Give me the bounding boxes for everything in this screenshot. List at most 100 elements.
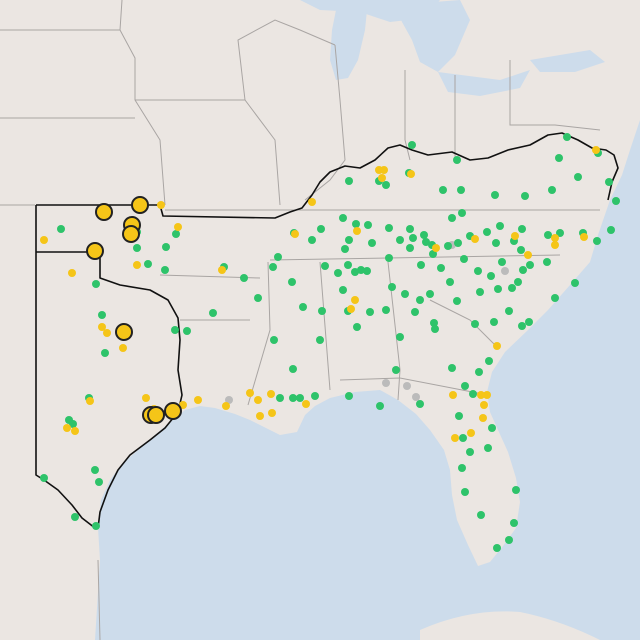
normal-site-marker[interactable] [240, 274, 248, 282]
normal-site-marker[interactable] [429, 250, 437, 258]
normal-site-marker[interactable] [493, 544, 501, 552]
normal-site-marker[interactable] [401, 290, 409, 298]
elevated-site-marker[interactable] [63, 424, 71, 432]
elevated-site-marker[interactable] [471, 235, 479, 243]
normal-site-marker[interactable] [521, 192, 529, 200]
normal-site-marker[interactable] [492, 239, 500, 247]
normal-site-marker[interactable] [543, 258, 551, 266]
normal-site-marker[interactable] [439, 186, 447, 194]
elevated-site-marker[interactable] [467, 429, 475, 437]
normal-site-marker[interactable] [460, 255, 468, 263]
normal-site-marker[interactable] [453, 297, 461, 305]
normal-site-marker[interactable] [344, 261, 352, 269]
normal-site-marker[interactable] [317, 225, 325, 233]
normal-site-marker[interactable] [555, 154, 563, 162]
normal-site-marker[interactable] [571, 279, 579, 287]
elevated-site-marker[interactable] [592, 146, 600, 154]
offline-site-marker[interactable] [382, 379, 390, 387]
elevated-site-marker[interactable] [256, 412, 264, 420]
normal-site-marker[interactable] [574, 173, 582, 181]
normal-site-marker[interactable] [474, 267, 482, 275]
elevated-site-marker[interactable] [493, 342, 501, 350]
normal-site-marker[interactable] [512, 486, 520, 494]
elevated-site-marker[interactable] [103, 329, 111, 337]
elevated-site-marker[interactable] [524, 251, 532, 259]
normal-site-marker[interactable] [289, 365, 297, 373]
normal-site-marker[interactable] [518, 322, 526, 330]
elevated-site-marker[interactable] [551, 241, 559, 249]
normal-site-marker[interactable] [408, 141, 416, 149]
normal-site-marker[interactable] [345, 236, 353, 244]
elevated-site-marker[interactable] [157, 201, 165, 209]
normal-site-marker[interactable] [321, 262, 329, 270]
normal-site-marker[interactable] [353, 323, 361, 331]
normal-site-marker[interactable] [71, 513, 79, 521]
normal-site-marker[interactable] [339, 286, 347, 294]
normal-site-marker[interactable] [510, 519, 518, 527]
normal-site-marker[interactable] [364, 221, 372, 229]
normal-site-marker[interactable] [519, 266, 527, 274]
normal-site-marker[interactable] [525, 318, 533, 326]
elevated-site-marker[interactable] [194, 396, 202, 404]
normal-site-marker[interactable] [316, 336, 324, 344]
normal-site-marker[interactable] [607, 226, 615, 234]
normal-site-marker[interactable] [556, 229, 564, 237]
normal-site-marker[interactable] [471, 320, 479, 328]
elevated-site-marker[interactable] [551, 234, 559, 242]
normal-site-marker[interactable] [488, 424, 496, 432]
normal-site-marker[interactable] [422, 238, 430, 246]
normal-site-marker[interactable] [459, 434, 467, 442]
normal-site-marker[interactable] [430, 319, 438, 327]
elevated-site-marker[interactable] [479, 414, 487, 422]
offline-site-marker[interactable] [403, 382, 411, 390]
normal-site-marker[interactable] [612, 197, 620, 205]
elevated-site-marker[interactable] [580, 233, 588, 241]
elevated-site-marker[interactable] [308, 198, 316, 206]
elevated-site-marker[interactable] [218, 266, 226, 274]
elevated-site-marker[interactable] [291, 230, 299, 238]
elevated-site-marker[interactable] [347, 305, 355, 313]
normal-site-marker[interactable] [453, 156, 461, 164]
normal-site-marker[interactable] [477, 511, 485, 519]
normal-site-marker[interactable] [276, 394, 284, 402]
elevated-site-marker[interactable] [267, 390, 275, 398]
normal-site-marker[interactable] [366, 308, 374, 316]
normal-site-marker[interactable] [518, 225, 526, 233]
normal-site-marker[interactable] [420, 231, 428, 239]
elevated-site-marker[interactable] [246, 389, 254, 397]
normal-site-marker[interactable] [40, 474, 48, 482]
normal-site-marker[interactable] [299, 303, 307, 311]
normal-site-marker[interactable] [476, 288, 484, 296]
normal-site-marker[interactable] [289, 394, 297, 402]
elevated-site-marker[interactable] [511, 232, 519, 240]
normal-site-marker[interactable] [385, 254, 393, 262]
normal-site-marker[interactable] [345, 392, 353, 400]
normal-site-marker[interactable] [454, 239, 462, 247]
normal-site-marker[interactable] [475, 368, 483, 376]
major-event-marker[interactable] [164, 402, 182, 420]
normal-site-marker[interactable] [396, 333, 404, 341]
normal-site-marker[interactable] [448, 364, 456, 372]
elevated-site-marker[interactable] [98, 323, 106, 331]
normal-site-marker[interactable] [484, 444, 492, 452]
normal-site-marker[interactable] [254, 294, 262, 302]
normal-site-marker[interactable] [446, 278, 454, 286]
elevated-site-marker[interactable] [351, 296, 359, 304]
normal-site-marker[interactable] [209, 309, 217, 317]
normal-site-marker[interactable] [496, 222, 504, 230]
elevated-site-marker[interactable] [174, 223, 182, 231]
offline-site-marker[interactable] [412, 393, 420, 401]
elevated-site-marker[interactable] [142, 394, 150, 402]
normal-site-marker[interactable] [551, 294, 559, 302]
normal-site-marker[interactable] [517, 246, 525, 254]
normal-site-marker[interactable] [133, 244, 141, 252]
elevated-site-marker[interactable] [451, 434, 459, 442]
major-event-marker[interactable] [115, 323, 133, 341]
normal-site-marker[interactable] [334, 269, 342, 277]
normal-site-marker[interactable] [162, 243, 170, 251]
elevated-site-marker[interactable] [86, 397, 94, 405]
normal-site-marker[interactable] [466, 448, 474, 456]
normal-site-marker[interactable] [385, 224, 393, 232]
normal-site-marker[interactable] [318, 307, 326, 315]
normal-site-marker[interactable] [406, 244, 414, 252]
